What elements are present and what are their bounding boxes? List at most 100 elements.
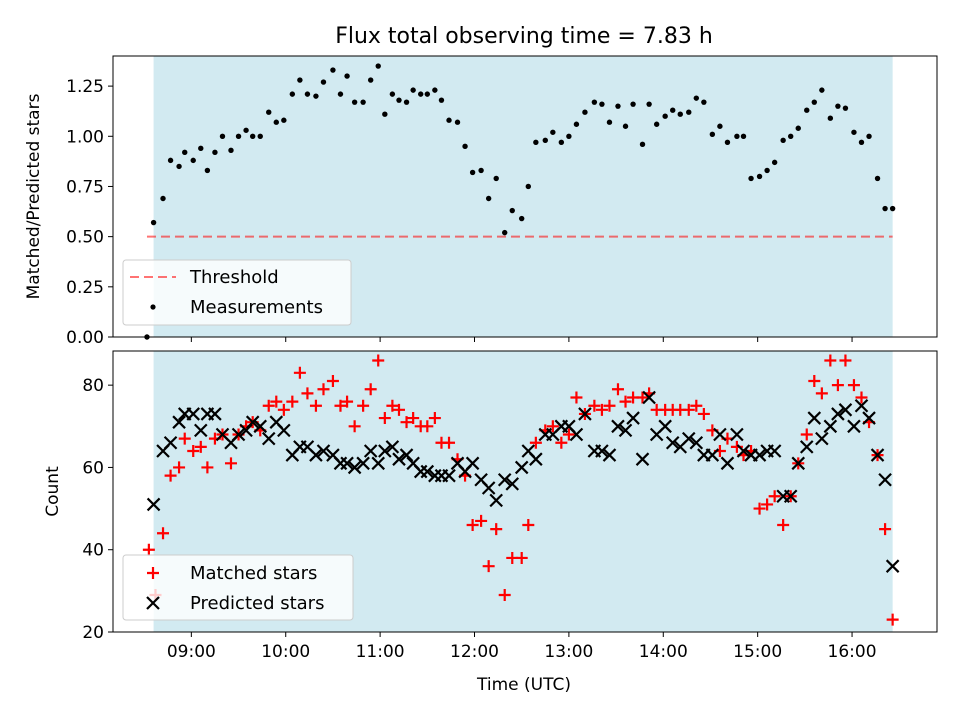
matched-star-point: [224, 457, 237, 470]
predicted-star-point: [736, 444, 751, 458]
y-tick-label: 0.25: [66, 278, 104, 298]
measurement-point: [573, 121, 580, 127]
ratio-y-axis-label: Matched/Predicted stars: [24, 93, 44, 299]
matched-star-point: [293, 366, 306, 379]
x-tick-label: 15:00: [733, 642, 782, 662]
measurement-point: [795, 125, 801, 131]
measurement-point: [724, 139, 731, 146]
predicted-star-point: [356, 456, 370, 471]
predicted-star-point: [371, 456, 386, 471]
measurement-point: [811, 99, 817, 105]
matched-star-point: [348, 420, 361, 433]
measurement-point: [462, 143, 468, 150]
measurement-point: [382, 111, 388, 117]
matched-star-point: [392, 403, 405, 416]
legend-threshold-label: Threshold: [189, 267, 279, 288]
matched-star-point: [142, 543, 155, 556]
matched-star-point: [800, 428, 813, 441]
predicted-star-point: [713, 427, 727, 442]
measurement-point: [289, 91, 296, 97]
predicted-star-point: [611, 419, 625, 434]
legend-predicted-label: Predicted stars: [190, 593, 324, 614]
matched-star-point: [595, 403, 608, 416]
matched-star-point: [515, 551, 528, 564]
predicted-star-point: [807, 411, 822, 425]
measurement-point: [709, 131, 716, 137]
y-tick-label: 20: [82, 623, 104, 643]
predicted-star-point: [705, 448, 720, 462]
predicted-star-point: [642, 390, 656, 405]
ratio-legend-box: [122, 259, 352, 326]
matched-star-point: [562, 428, 575, 441]
measurement-point: [478, 167, 484, 174]
count-axes-frame: [112, 350, 938, 633]
measurement-point: [446, 117, 452, 123]
measurement-point: [748, 175, 754, 182]
predicted-star-point: [799, 440, 814, 454]
count-legend-box: [122, 554, 354, 621]
matched-star-point: [386, 399, 399, 412]
matched-star-point: [603, 399, 616, 412]
matched-star-point: [334, 399, 347, 412]
predicted-star-point: [578, 407, 592, 421]
predicted-star-point: [791, 456, 806, 471]
matched-star-point: [824, 354, 837, 367]
y-tick-label: 0.75: [66, 177, 104, 197]
predicted-star-point: [514, 460, 529, 475]
matched-star-point: [173, 461, 186, 474]
legend-predicted-swatch: [146, 596, 160, 610]
predicted-star-point: [752, 448, 767, 462]
measurement-point: [686, 109, 692, 115]
matched-star-point: [301, 387, 314, 400]
predicted-star-point: [878, 472, 892, 487]
measurement-point: [266, 109, 272, 115]
matched-star-point: [421, 420, 434, 433]
y-tick-label: 60: [82, 458, 104, 478]
matched-star-point: [777, 519, 790, 532]
x-tick-label: 09:00: [167, 642, 216, 662]
predicted-star-point: [172, 415, 186, 429]
measurement-point: [257, 133, 263, 139]
predicted-star-point: [253, 419, 268, 434]
matched-star-point: [407, 412, 420, 425]
measurement-point: [396, 97, 402, 103]
predicted-star-point: [208, 407, 222, 421]
measurement-point: [167, 157, 174, 164]
measurement-point: [542, 137, 548, 143]
predicted-star-point: [340, 456, 354, 471]
matched-star-point: [286, 395, 299, 408]
predicted-star-point: [385, 440, 400, 454]
matched-star-point: [636, 391, 649, 404]
measurement-point: [273, 119, 279, 125]
measurement-point: [344, 73, 350, 79]
matched-star-point: [317, 383, 330, 396]
measurement-point: [518, 215, 525, 222]
predicted-star-point: [277, 423, 291, 438]
predicted-star-point: [665, 435, 680, 450]
matched-star-point: [164, 469, 177, 482]
predicted-star-point: [146, 497, 161, 512]
count-legend: Matched stars Predicted stars: [122, 554, 354, 621]
matched-star-point: [619, 395, 632, 408]
ratio-panel: 0.00 0.25 0.50 0.75 1.00 1.25 Matched/Predict…: [24, 55, 938, 348]
measurement-point: [566, 133, 572, 139]
ratio-y-ticks: 0.00 0.25 0.50 0.75 1.00 1.25: [66, 77, 113, 348]
matched-star-point: [372, 354, 385, 367]
measurement-point: [418, 91, 424, 97]
predicted-star-point: [595, 444, 609, 458]
matched-star-point: [201, 461, 214, 474]
measurement-point: [717, 123, 723, 129]
measurement-point: [313, 93, 319, 99]
measurement-point: [670, 107, 676, 113]
x-tick-label: 10:00: [261, 642, 310, 662]
x-axis-label: Time (UTC): [476, 675, 571, 695]
matched-star-point: [341, 395, 354, 408]
measurement-point: [485, 195, 492, 202]
predicted-star-point: [847, 419, 861, 434]
legend-matched-swatch: [147, 567, 159, 579]
predicted-star-point: [378, 444, 392, 458]
measurement-point: [438, 97, 445, 103]
predicted-star-point: [885, 559, 900, 573]
ratio-axes-frame: [112, 55, 938, 338]
chart-title: Flux total observing time = 7.83 h: [335, 24, 713, 49]
